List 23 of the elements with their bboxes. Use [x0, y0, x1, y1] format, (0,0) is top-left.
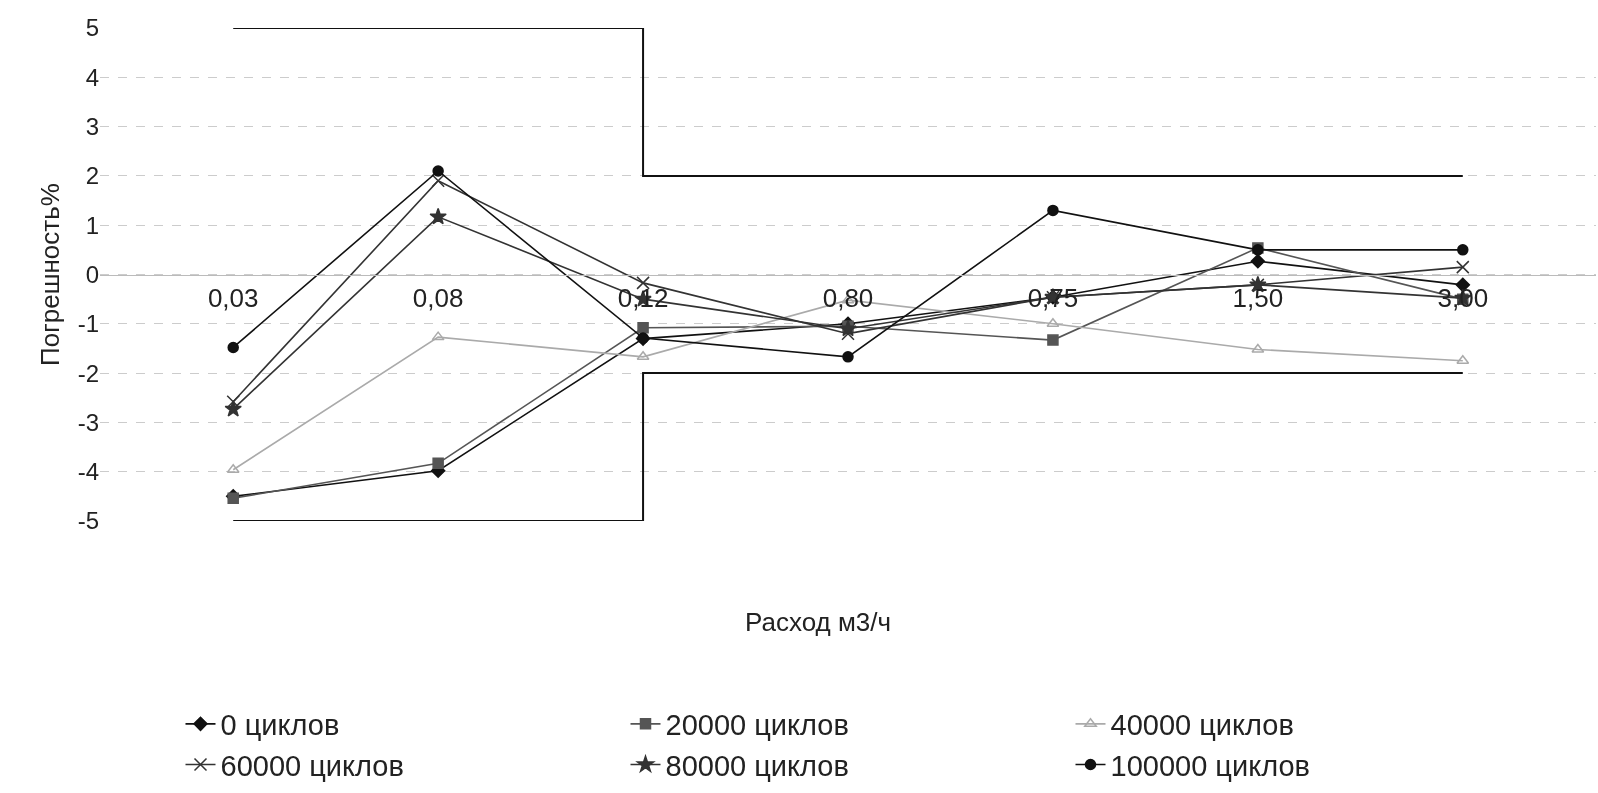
y-tick-label: 0: [85, 260, 99, 288]
x-tick-label: 0,08: [412, 282, 464, 313]
x-tick-label: 0,03: [207, 282, 259, 313]
y-axis-title: Погрешность%: [35, 183, 66, 366]
y-tick-label: -4: [77, 458, 99, 486]
y-tick-label: 1: [85, 211, 99, 239]
y-tick-label: 5: [85, 14, 99, 42]
y-tick-label: -2: [77, 359, 99, 387]
legend-label: 0 циклов: [220, 709, 340, 742]
x-tick-label: 1,50: [1232, 282, 1284, 313]
y-tick-label: -3: [77, 408, 99, 436]
y-tick-label: 4: [85, 63, 99, 91]
legend-label: 60000 циклов: [220, 749, 404, 782]
y-tick-label: -1: [77, 310, 99, 338]
x-axis-title: Расход м3/ч: [745, 607, 892, 637]
legend-label: 20000 циклов: [665, 709, 849, 742]
legend-label: 40000 циклов: [1110, 709, 1294, 742]
y-tick-label: 3: [85, 113, 99, 140]
legend-label: 80000 циклов: [665, 749, 849, 782]
legend-label: 100000 циклов: [1110, 749, 1310, 782]
x-tick-label: 0,80: [822, 282, 874, 313]
y-tick-label: 2: [85, 162, 99, 190]
y-tick-label: -5: [77, 507, 99, 535]
